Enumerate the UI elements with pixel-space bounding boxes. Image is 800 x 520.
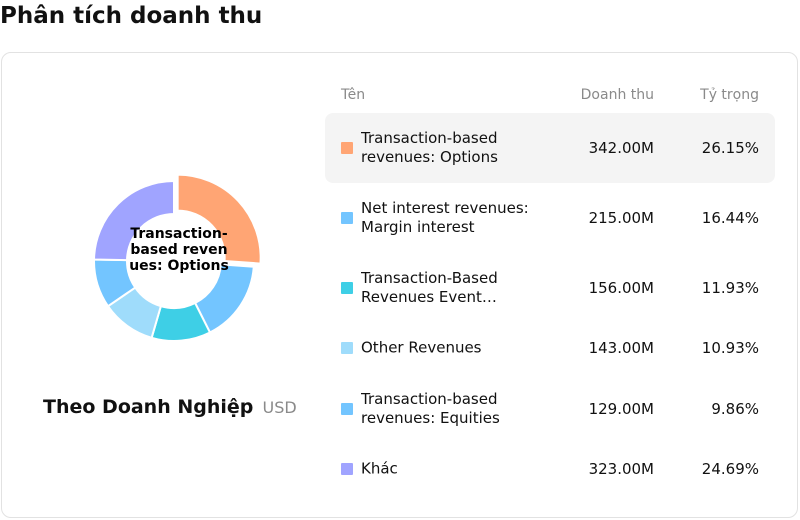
row-share: 16.44% — [701, 209, 759, 227]
legend-swatch — [341, 142, 353, 154]
page-title: Phân tích doanh thu — [0, 3, 263, 29]
chart-subtitle: Theo Doanh Nghiệp — [43, 396, 254, 418]
row-share: 24.69% — [701, 460, 759, 478]
chart-caption: Theo Doanh Nghiệp USD — [43, 396, 297, 418]
table-row[interactable]: Khác 323.00M 24.69% — [325, 434, 775, 504]
table-header: Tên Doanh thu Tỷ trọng — [0, 87, 800, 105]
row-revenue: 342.00M — [588, 139, 654, 157]
row-name: Transaction-based revenues: Options — [361, 129, 498, 166]
donut-center-label: Transaction-based revenues: Options — [129, 226, 229, 274]
table-row[interactable]: Transaction-based revenues: Options 342.… — [325, 113, 775, 183]
legend-swatch — [341, 282, 353, 294]
donut-chart-svg — [92, 173, 262, 342]
legend-swatch — [341, 212, 353, 224]
row-revenue: 215.00M — [588, 209, 654, 227]
row-revenue: 323.00M — [588, 460, 654, 478]
donut-slice[interactable] — [176, 173, 262, 265]
table-row[interactable]: Transaction-based revenues: Equities 129… — [325, 374, 775, 444]
row-name: Transaction-Based Revenues Event… — [361, 269, 498, 306]
row-share: 11.93% — [701, 279, 759, 297]
row-revenue: 129.00M — [588, 400, 654, 418]
row-revenue: 143.00M — [588, 339, 654, 357]
row-share: 26.15% — [701, 139, 759, 157]
table-row[interactable]: Net interest revenues: Margin interest 2… — [325, 183, 775, 253]
row-name: Khác — [361, 459, 398, 478]
donut-chart[interactable]: Transaction-based revenues: Options — [92, 173, 264, 343]
table-row[interactable]: Transaction-Based Revenues Event… 156.00… — [325, 253, 775, 323]
table-row[interactable]: Other Revenues 143.00M 10.93% — [325, 313, 775, 383]
donut-slice[interactable] — [92, 179, 175, 262]
row-share: 9.86% — [711, 400, 759, 418]
row-revenue: 156.00M — [588, 279, 654, 297]
column-header-revenue[interactable]: Doanh thu — [580, 87, 654, 103]
row-name: Net interest revenues: Margin interest — [361, 199, 529, 236]
legend-swatch — [341, 463, 353, 475]
row-name: Other Revenues — [361, 338, 482, 357]
row-name: Transaction-based revenues: Equities — [361, 390, 500, 427]
legend-swatch — [341, 403, 353, 415]
row-share: 10.93% — [701, 339, 759, 357]
legend-swatch — [341, 342, 353, 354]
column-header-share[interactable]: Tỷ trọng — [700, 87, 759, 103]
currency-label: USD — [262, 398, 297, 417]
column-header-name[interactable]: Tên — [341, 87, 366, 103]
